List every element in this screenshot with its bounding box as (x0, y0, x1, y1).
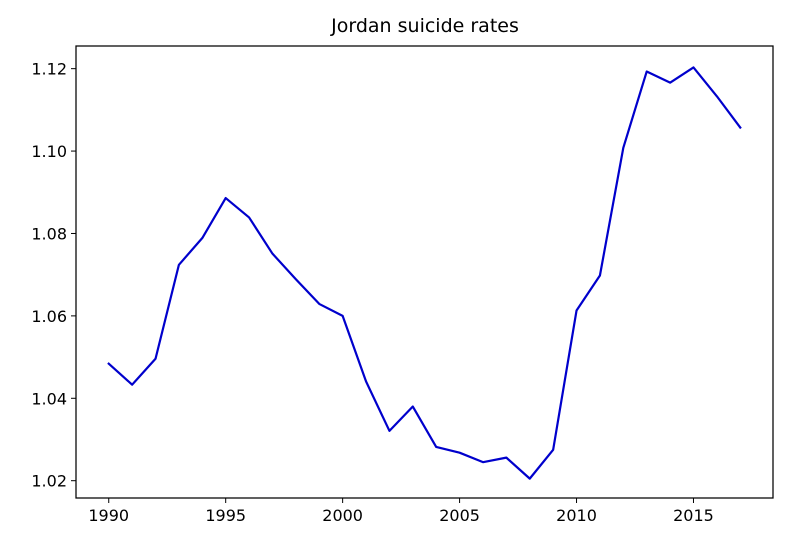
y-tick-label: 1.06 (31, 307, 67, 326)
y-tick-label: 1.08 (31, 224, 67, 243)
y-tick-label: 1.04 (31, 389, 67, 408)
x-tick-label: 1995 (205, 506, 246, 525)
x-tick-label: 2015 (673, 506, 714, 525)
x-tick-label: 2000 (322, 506, 363, 525)
chart-title: Jordan suicide rates (330, 15, 519, 37)
y-tick-label: 1.12 (31, 60, 67, 79)
x-tick-label: 2005 (439, 506, 480, 525)
y-tick-label: 1.02 (31, 472, 67, 491)
y-tick-label: 1.10 (31, 142, 67, 161)
x-tick-label: 2010 (556, 506, 597, 525)
x-tick-label: 1990 (88, 506, 129, 525)
